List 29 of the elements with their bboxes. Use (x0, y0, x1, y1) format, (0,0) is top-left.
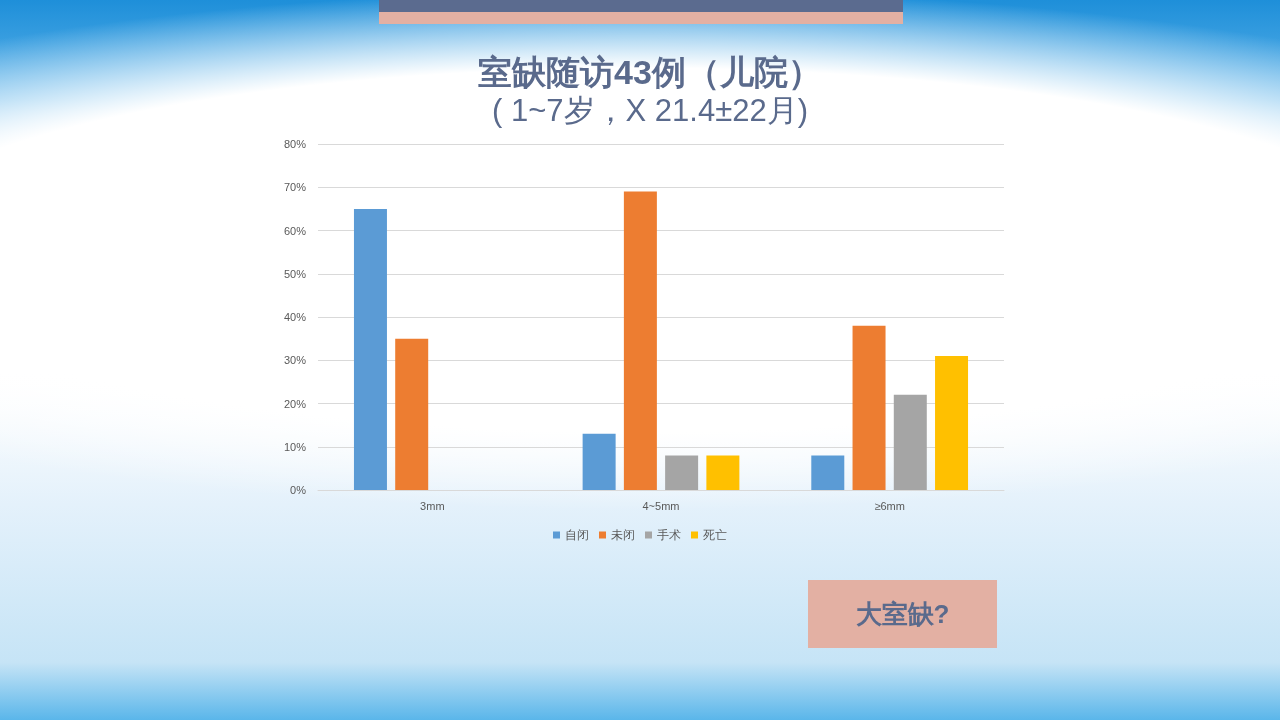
chart-title: 室缺随访43例（儿院） (477, 52, 823, 92)
bar (395, 338, 429, 490)
x-tick-label: ≥6mm (874, 499, 905, 512)
y-tick-label: 60% (283, 224, 307, 237)
y-tick-label: 80% (283, 138, 307, 150)
y-tick-label: 50% (283, 267, 307, 280)
bar (706, 455, 740, 490)
legend-label: 手术 (657, 528, 681, 542)
bar (852, 325, 886, 490)
bar (623, 191, 657, 490)
y-tick-label: 30% (283, 354, 307, 367)
y-tick-label: 10% (283, 440, 307, 453)
y-tick-label: 20% (283, 397, 307, 410)
legend-label: 未闭 (611, 528, 635, 542)
y-tick-label: 70% (283, 181, 307, 194)
x-tick-label: 3mm (420, 499, 445, 512)
legend-label: 死亡 (703, 528, 727, 542)
y-tick-label: 40% (283, 311, 307, 323)
bar (582, 433, 616, 490)
chart-subtitle: ( 1~7岁，X 21.4±22月) (491, 92, 809, 130)
bar (353, 208, 387, 490)
y-tick-label: 0% (290, 484, 307, 496)
bar (893, 394, 927, 490)
bar (811, 455, 845, 490)
legend-label: 自闭 (565, 528, 589, 542)
bar (665, 455, 699, 490)
text: 大室缺? (808, 580, 997, 648)
bar (935, 355, 969, 490)
x-tick-label: 4~5mm (642, 499, 680, 512)
